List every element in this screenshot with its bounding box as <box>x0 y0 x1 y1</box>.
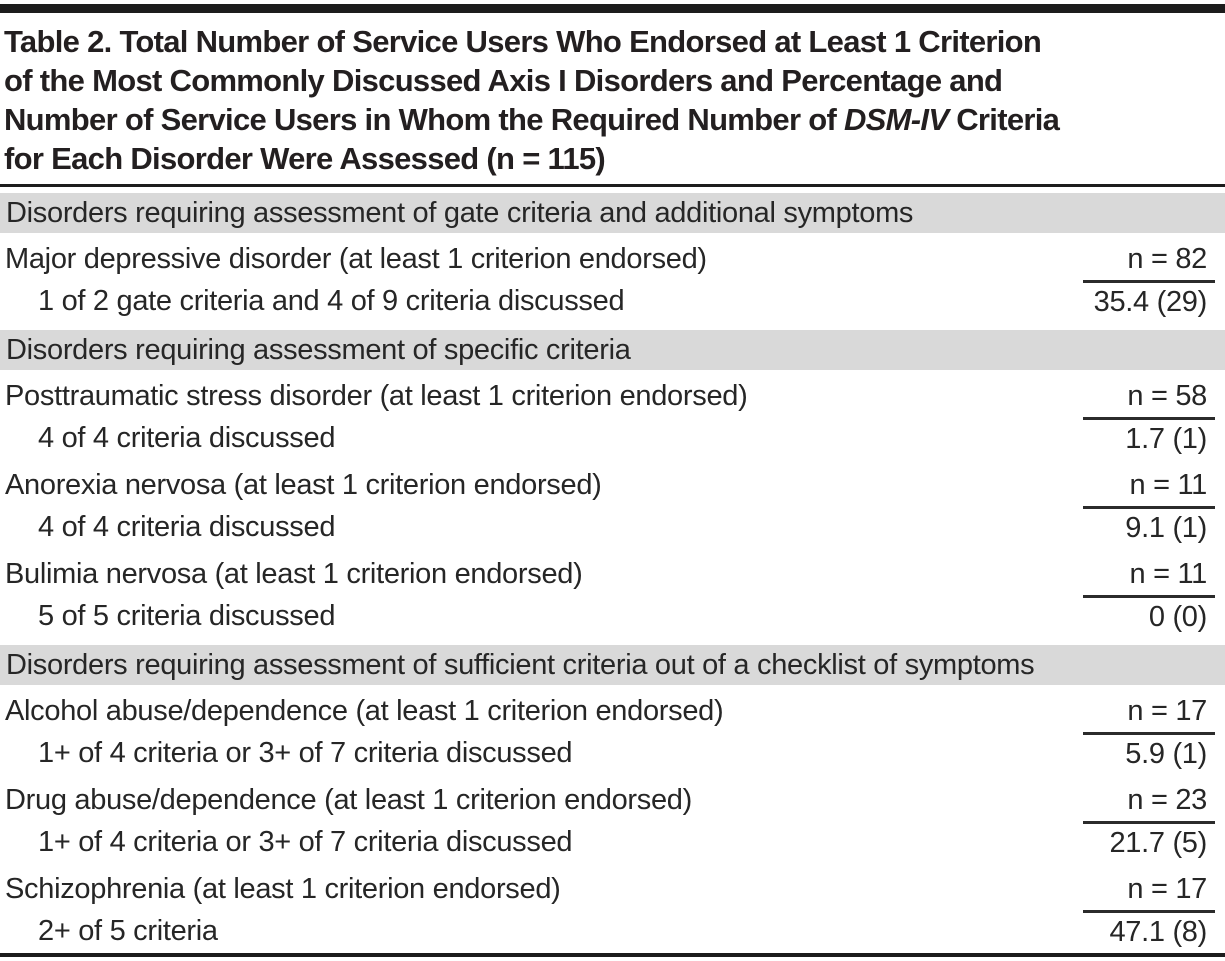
table-title-line: Number of Service Users in Whom the Requ… <box>4 102 1060 137</box>
section-header: Disorders requiring assessment of specif… <box>0 330 1225 370</box>
title-divider-rule <box>0 184 1225 187</box>
percent-value: 0 (0) <box>1083 595 1215 637</box>
percent-value: 35.4 (29) <box>1083 280 1215 322</box>
table-bottom-rule <box>0 953 1225 957</box>
criteria-label: 1+ of 4 criteria or 3+ of 7 criteria dis… <box>38 737 573 769</box>
criteria-label: 2+ of 5 criteria <box>38 915 218 947</box>
table-row: Major depressive disorder (at least 1 cr… <box>0 238 1225 322</box>
percent-value: 9.1 (1) <box>1083 506 1215 548</box>
italic-dsm-iv: DSM-IV <box>844 102 949 137</box>
disorder-label: Bulimia nervosa (at least 1 criterion en… <box>5 558 583 590</box>
table-row: Drug abuse/dependence (at least 1 criter… <box>0 779 1225 863</box>
table-row: Anorexia nervosa (at least 1 criterion e… <box>0 464 1225 548</box>
criteria-label: 4 of 4 criteria discussed <box>38 511 336 543</box>
n-value: n = 58 <box>1127 380 1207 412</box>
percent-value: 47.1 (8) <box>1083 910 1215 952</box>
disorder-label: Anorexia nervosa (at least 1 criterion e… <box>5 469 602 501</box>
table-title-line: for Each Disorder Were Assessed (n = 115… <box>4 141 606 176</box>
disorder-label: Major depressive disorder (at least 1 cr… <box>5 243 707 275</box>
n-value: n = 17 <box>1127 873 1207 905</box>
table-row: Posttraumatic stress disorder (at least … <box>0 375 1225 459</box>
criteria-label: 4 of 4 criteria discussed <box>38 422 336 454</box>
criteria-label: 5 of 5 criteria discussed <box>38 600 336 632</box>
table-row: Schizophrenia (at least 1 criterion endo… <box>0 868 1225 952</box>
table-title: Table 2. Total Number of Service Users W… <box>0 13 1225 184</box>
section-header: Disorders requiring assessment of gate c… <box>0 193 1225 233</box>
disorder-label: Drug abuse/dependence (at least 1 criter… <box>5 784 692 816</box>
percent-value: 21.7 (5) <box>1083 821 1215 863</box>
criteria-label: 1 of 2 gate criteria and 4 of 9 criteria… <box>38 285 625 317</box>
table-row: Bulimia nervosa (at least 1 criterion en… <box>0 553 1225 637</box>
table-row: Alcohol abuse/dependence (at least 1 cri… <box>0 690 1225 774</box>
table-title-line: of the Most Commonly Discussed Axis I Di… <box>4 63 1003 98</box>
percent-value: 1.7 (1) <box>1083 417 1215 459</box>
disorder-label: Schizophrenia (at least 1 criterion endo… <box>5 873 561 905</box>
percent-value: 5.9 (1) <box>1083 732 1215 774</box>
n-value: n = 11 <box>1129 558 1208 590</box>
section-header: Disorders requiring assessment of suffic… <box>0 645 1225 685</box>
criteria-label: 1+ of 4 criteria or 3+ of 7 criteria dis… <box>38 826 573 858</box>
n-value: n = 23 <box>1127 784 1207 816</box>
n-value: n = 17 <box>1127 695 1207 727</box>
n-value: n = 11 <box>1129 469 1208 501</box>
table-title-line: Table 2. Total Number of Service Users W… <box>4 24 1042 59</box>
disorder-label: Alcohol abuse/dependence (at least 1 cri… <box>5 695 724 727</box>
table-top-rule <box>0 4 1225 13</box>
n-value: n = 82 <box>1127 243 1207 275</box>
disorder-label: Posttraumatic stress disorder (at least … <box>5 380 748 412</box>
